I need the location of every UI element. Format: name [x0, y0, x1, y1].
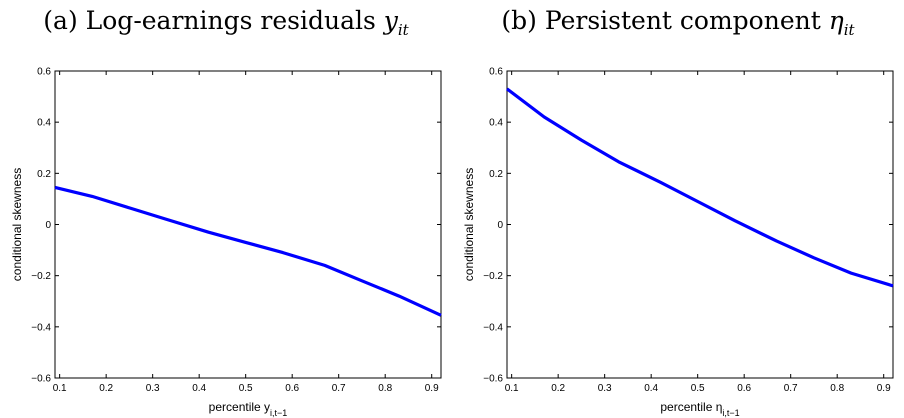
- chart-panel-a: (a) Log-earnings residuals yit 0.1 0.2 0.3…: [0, 6, 452, 418]
- x-tick-label: 0.4: [192, 383, 206, 394]
- x-tick-label: 0.9: [425, 383, 439, 394]
- plot-frame: [506, 70, 894, 379]
- chart-title: (b) Persistent component ηit: [452, 6, 904, 39]
- x-tick-label: 0.2: [99, 383, 113, 394]
- x-tick-label: 0.5: [691, 383, 705, 394]
- y-tick-label: −0.2: [31, 271, 51, 282]
- y-axis-label: conditional skewness: [462, 168, 476, 281]
- x-tick-label: 0.3: [598, 383, 612, 394]
- x-tick-label: 0.4: [644, 383, 658, 394]
- title-symbol: η: [828, 6, 844, 35]
- title-symbol: y: [383, 6, 398, 35]
- chart-panel-b: (b) Persistent component ηit 0.1 0.2 0.3 0.…: [452, 0, 904, 418]
- title-text: Persistent component: [544, 6, 821, 35]
- chart-svg-a: 0.1 0.2 0.3 0.4 0.5 0.6 0.7 0.8 0.9 −0.6 −0.4 −0.2 0…: [10, 67, 442, 418]
- title-symbol-sub: it: [843, 21, 855, 39]
- chart-svg-b: 0.1 0.2 0.3 0.4 0.5 0.6 0.7 0.8 0.9 −0.6 −0.4 −0.2 0…: [462, 67, 894, 418]
- x-tick-label: 0.6: [737, 383, 751, 394]
- y-tick-label: 0.6: [489, 67, 503, 78]
- y-tick-label: 0: [45, 220, 51, 231]
- y-tick-label: 0: [497, 220, 503, 231]
- y-tick-label: 0.2: [37, 169, 51, 180]
- x-tick-label: 0.7: [332, 383, 346, 394]
- x-axis-label: percentile ηi,t−1: [660, 400, 739, 418]
- x-tick-label: 0.5: [239, 383, 253, 394]
- y-tick-label: −0.4: [483, 322, 503, 333]
- y-tick-label: 0.6: [37, 67, 51, 78]
- panel-letter: (a): [43, 6, 78, 35]
- x-tick-label: 0.8: [378, 383, 392, 394]
- x-tick-label: 0.2: [551, 383, 565, 394]
- series-line: [54, 185, 442, 317]
- x-tick-label: 0.1: [53, 383, 67, 394]
- title-symbol-sub: it: [397, 21, 409, 39]
- y-axis-label: conditional skewness: [10, 168, 24, 281]
- y-tick-label: 0.2: [489, 169, 503, 180]
- plot-frame: [54, 70, 442, 379]
- y-tick-label: −0.6: [483, 374, 503, 385]
- x-axis-label-main: percentile η: [660, 400, 722, 414]
- x-tick-label: 0.1: [505, 383, 519, 394]
- panel-letter: (b): [501, 6, 537, 35]
- series-line: [506, 87, 894, 288]
- y-tick-label: −0.4: [31, 322, 51, 333]
- x-tick-label: 0.8: [830, 383, 844, 394]
- y-tick-label: −0.6: [31, 374, 51, 385]
- y-tick-label: −0.2: [483, 271, 503, 282]
- x-tick-label: 0.7: [784, 383, 798, 394]
- title-text: Log-earnings residuals: [85, 6, 376, 35]
- x-axis-label-sub: i,t−1: [722, 408, 739, 418]
- x-axis-label: percentile yi,t−1: [209, 400, 288, 418]
- x-tick-label: 0.6: [285, 383, 299, 394]
- x-tick-label: 0.9: [877, 383, 891, 394]
- x-tick-label: 0.3: [146, 383, 160, 394]
- x-axis-label-sub: i,t−1: [270, 408, 287, 418]
- chart-title: (a) Log-earnings residuals yit: [0, 6, 452, 39]
- y-tick-label: 0.4: [489, 118, 503, 129]
- x-axis-label-main: percentile y: [209, 400, 270, 414]
- y-tick-label: 0.4: [37, 118, 51, 129]
